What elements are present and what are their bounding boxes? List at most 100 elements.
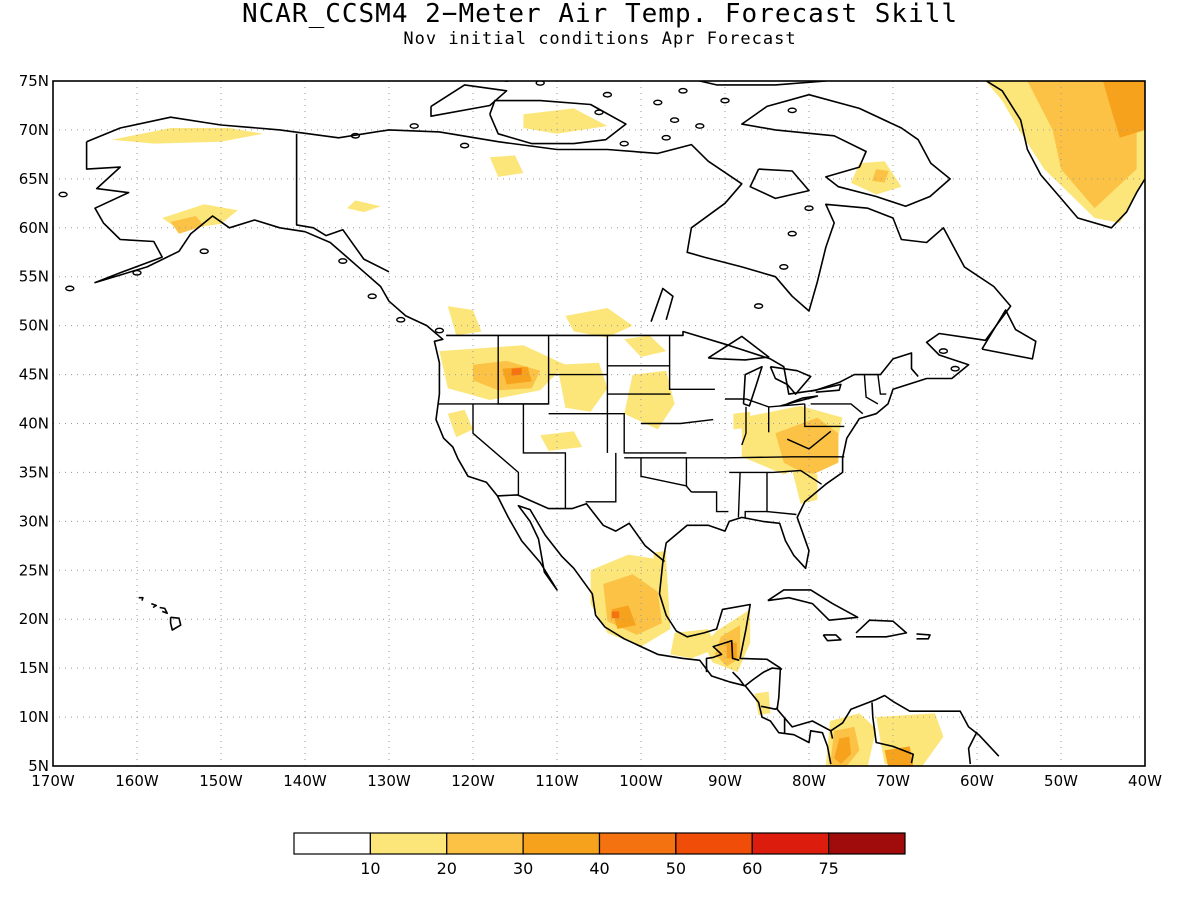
- state-border: [668, 335, 715, 390]
- small-island: [199, 248, 209, 255]
- skill-region: [523, 108, 608, 134]
- skill-region: [170, 216, 205, 234]
- state-border: [585, 452, 617, 503]
- coastline-or-border: [446, 330, 919, 395]
- skill-region: [754, 691, 771, 716]
- state-border: [737, 472, 741, 518]
- coastline-or-border: [916, 633, 931, 640]
- state-border: [640, 457, 688, 487]
- small-island: [434, 327, 445, 334]
- lon-tick-label: 130W: [367, 772, 411, 790]
- state-border: [641, 418, 714, 425]
- lon-tick-label: 80W: [792, 772, 826, 790]
- small-island: [409, 123, 419, 129]
- coastline-or-border: [169, 616, 182, 631]
- state-border: [686, 456, 845, 459]
- skill-region: [565, 308, 633, 338]
- colorbar-swatch: [751, 832, 830, 855]
- lon-tick-label: 170W: [31, 772, 75, 790]
- skill-region: [540, 431, 583, 451]
- state-border: [786, 430, 832, 450]
- small-island: [669, 117, 680, 124]
- coastline-or-border: [769, 365, 812, 395]
- lat-tick-label: 25N: [19, 561, 49, 579]
- small-island: [720, 97, 730, 104]
- coastline-or-border: [742, 365, 763, 407]
- coastline-or-border: [981, 309, 1037, 360]
- small-island: [561, 75, 569, 79]
- coastline-or-border: [86, 116, 1012, 757]
- state-border: [741, 406, 747, 446]
- coastline-or-border: [497, 494, 666, 563]
- skill-region: [111, 128, 263, 144]
- small-island: [367, 293, 377, 300]
- coastline-or-border: [489, 99, 627, 145]
- lat-tick-label: 20N: [19, 610, 49, 628]
- lat-tick-label: 75N: [19, 72, 49, 90]
- small-island: [779, 264, 789, 270]
- skill-region: [611, 611, 620, 619]
- colorbar-label: 50: [666, 859, 686, 878]
- state-border: [725, 398, 805, 408]
- state-border: [691, 491, 729, 513]
- small-island: [132, 269, 142, 276]
- coastline-or-border: [159, 606, 168, 615]
- lon-tick-label: 120W: [451, 772, 495, 790]
- state-border: [863, 374, 879, 405]
- coastline-or-border: [744, 667, 783, 687]
- skill-region: [775, 417, 839, 477]
- skill-region: [1027, 81, 1137, 209]
- small-island: [58, 191, 68, 198]
- lon-tick-label: 70W: [876, 772, 910, 790]
- state-border: [810, 403, 864, 415]
- lat-tick-label: 10N: [19, 708, 49, 726]
- lon-tick-label: 140W: [283, 772, 327, 790]
- small-island: [602, 91, 613, 98]
- state-border: [804, 403, 845, 428]
- skill-region: [834, 736, 851, 764]
- skill-region: [511, 367, 522, 376]
- small-island: [619, 140, 629, 147]
- lon-tick-label: 40W: [1128, 772, 1162, 790]
- state-border: [548, 413, 687, 454]
- coastline-or-border: [85, 141, 832, 765]
- small-island: [695, 123, 705, 129]
- state-border: [624, 457, 692, 493]
- lat-tick-label: 5N: [28, 757, 49, 775]
- coastline-or-border: [732, 671, 745, 687]
- small-island: [787, 230, 797, 237]
- lat-tick-label: 50N: [19, 317, 49, 335]
- small-island: [950, 365, 960, 372]
- colorbar-label: 20: [437, 859, 457, 878]
- latitude-labels: 75N 70N 65N 60N 55N 50N 45N 40N 35N 30N 25N 20N 15N 1…: [19, 72, 49, 775]
- small-island: [938, 348, 949, 354]
- small-island: [65, 285, 75, 292]
- small-island: [459, 142, 470, 149]
- coastline-or-border: [696, 81, 827, 86]
- colorbar-swatch: [446, 832, 524, 855]
- lat-tick-label: 30N: [19, 512, 49, 530]
- small-island: [637, 75, 645, 79]
- lat-tick-label: 55N: [19, 268, 49, 286]
- lon-tick-label: 160W: [115, 772, 159, 790]
- colorbar-label: 60: [742, 859, 762, 878]
- skill-region: [447, 306, 482, 336]
- small-island: [350, 132, 361, 139]
- lon-tick-label: 110W: [535, 772, 579, 790]
- colorbar-legend: 10 20 30 40 50 60 75: [293, 832, 906, 878]
- small-island: [338, 258, 348, 264]
- skill-region: [611, 605, 636, 629]
- map-frame: [52, 80, 1146, 767]
- coastline-or-border: [749, 168, 810, 200]
- skill-region: [670, 629, 717, 659]
- chart-subtitle: Nov initial conditions Apr Forecast: [403, 29, 797, 49]
- colorbar-label: 30: [513, 859, 533, 878]
- colorbar-swatch: [293, 832, 371, 855]
- state-border: [472, 403, 520, 495]
- coastline-or-border: [767, 589, 859, 621]
- skill-region: [872, 169, 889, 183]
- small-island: [787, 107, 797, 114]
- state-border: [744, 472, 768, 519]
- colorbar-swatch: [598, 832, 677, 855]
